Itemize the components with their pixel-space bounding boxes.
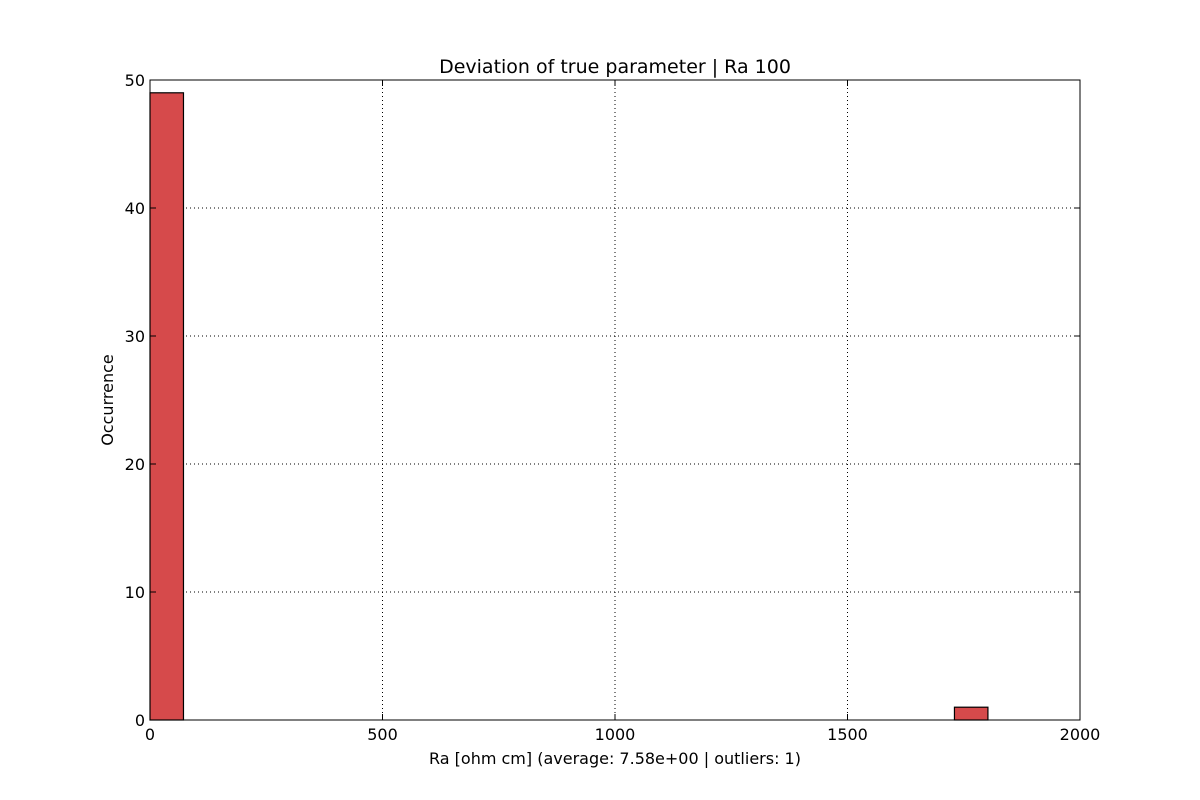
y-tick-label: 50 [125, 71, 145, 90]
x-tick-label: 0 [145, 725, 155, 744]
histogram-bar [149, 92, 185, 721]
grid-lines [150, 80, 1080, 720]
x-tick-label: 1500 [827, 725, 868, 744]
x-tick-label: 1000 [595, 725, 636, 744]
x-tick-label: 2000 [1060, 725, 1101, 744]
chart-title: Deviation of true parameter | Ra 100 [439, 56, 791, 78]
x-axis-label: Ra [ohm cm] (average: 7.58e+00 | outlier… [429, 749, 801, 768]
x-tick-labels: 0 500 1000 1500 2000 [145, 725, 1100, 744]
histogram-bar [953, 706, 989, 721]
y-tick-label: 30 [125, 327, 145, 346]
axis-ticks [149, 79, 1081, 721]
y-tick-label: 10 [125, 583, 145, 602]
y-tick-label: 0 [135, 711, 145, 730]
y-tick-label: 20 [125, 455, 145, 474]
x-tick-label: 500 [367, 725, 398, 744]
y-tick-labels: 0 10 20 30 40 50 [125, 71, 145, 730]
y-axis-label: Occurrence [98, 354, 117, 445]
y-tick-label: 40 [125, 199, 145, 218]
